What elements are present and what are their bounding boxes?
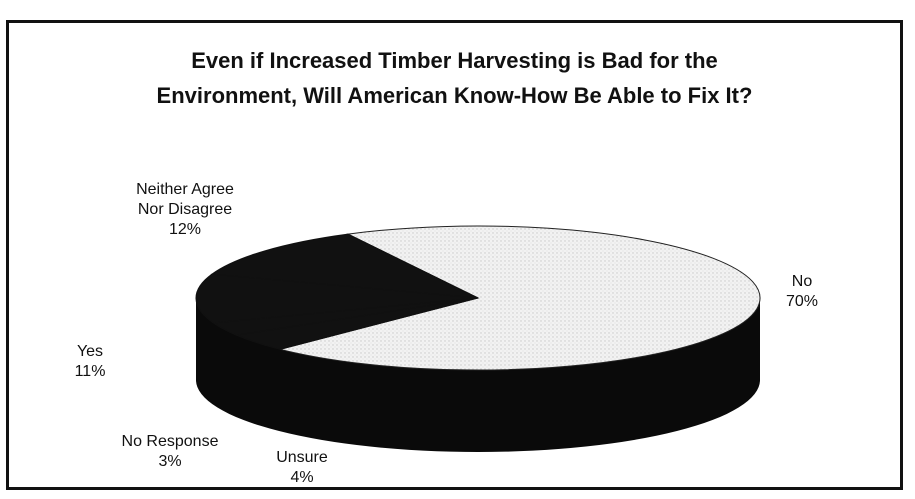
label-no-pct: 70%: [785, 293, 819, 310]
label-neither-line1: Neither Agree: [136, 181, 234, 198]
pie-rim: [196, 298, 760, 452]
label-no-name: No: [791, 273, 813, 290]
label-unsure-pct: 4%: [290, 469, 314, 486]
label-unsure: Unsure 4%: [262, 448, 342, 488]
label-yes-pct: 11%: [74, 363, 106, 380]
label-yes-name: Yes: [76, 343, 104, 360]
label-neither-line2: Nor Disagree: [137, 201, 233, 218]
label-no-response-name: No Response: [121, 433, 219, 450]
chart-title-line-1: Even if Increased Timber Harvesting is B…: [191, 48, 718, 73]
chart-title-line-2: Environment, Will American Know-How Be A…: [156, 83, 753, 108]
label-neither: Neither Agree Nor Disagree 12%: [100, 180, 270, 240]
pie-slice-yes: [195, 273, 479, 324]
label-yes: Yes 11%: [60, 342, 120, 382]
label-no-response-pct: 3%: [158, 453, 182, 470]
chart-title: Even if Increased Timber Harvesting is B…: [9, 43, 900, 113]
label-no: No 70%: [772, 272, 832, 312]
pie-slice-no: [280, 225, 761, 371]
label-unsure-name: Unsure: [276, 449, 328, 466]
pie-slice-neither-agree: [210, 233, 479, 299]
label-neither-pct: 12%: [168, 221, 202, 238]
label-no-response: No Response 3%: [100, 432, 240, 472]
